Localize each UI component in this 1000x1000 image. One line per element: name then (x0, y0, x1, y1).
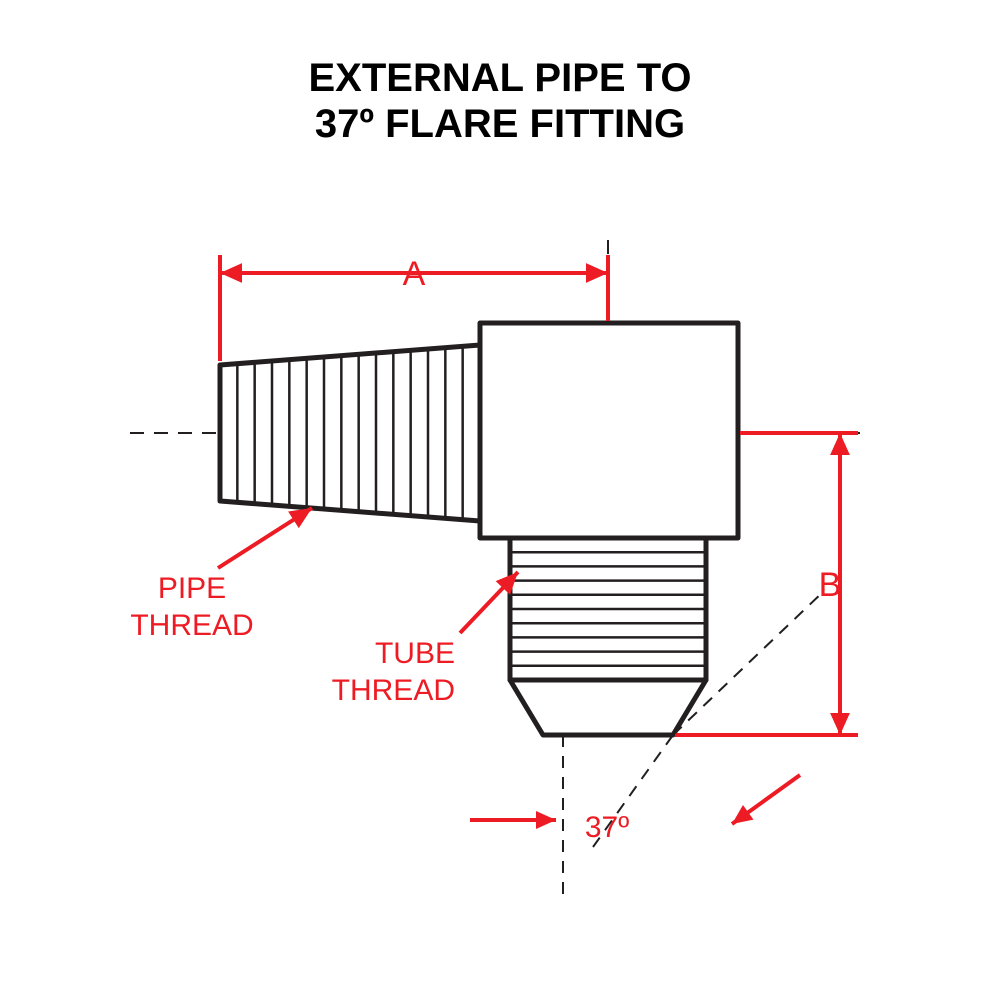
svg-text:37º: 37º (585, 811, 629, 844)
svg-text:THREAD: THREAD (332, 674, 455, 707)
svg-text:THREAD: THREAD (130, 609, 253, 642)
svg-text:B: B (819, 566, 842, 604)
svg-text:A: A (403, 255, 426, 293)
svg-text:TUBE: TUBE (375, 637, 455, 670)
diagram-canvas: A B PIPE THREAD TUBE THREAD 37º (0, 0, 1000, 1000)
svg-text:PIPE: PIPE (158, 572, 226, 605)
